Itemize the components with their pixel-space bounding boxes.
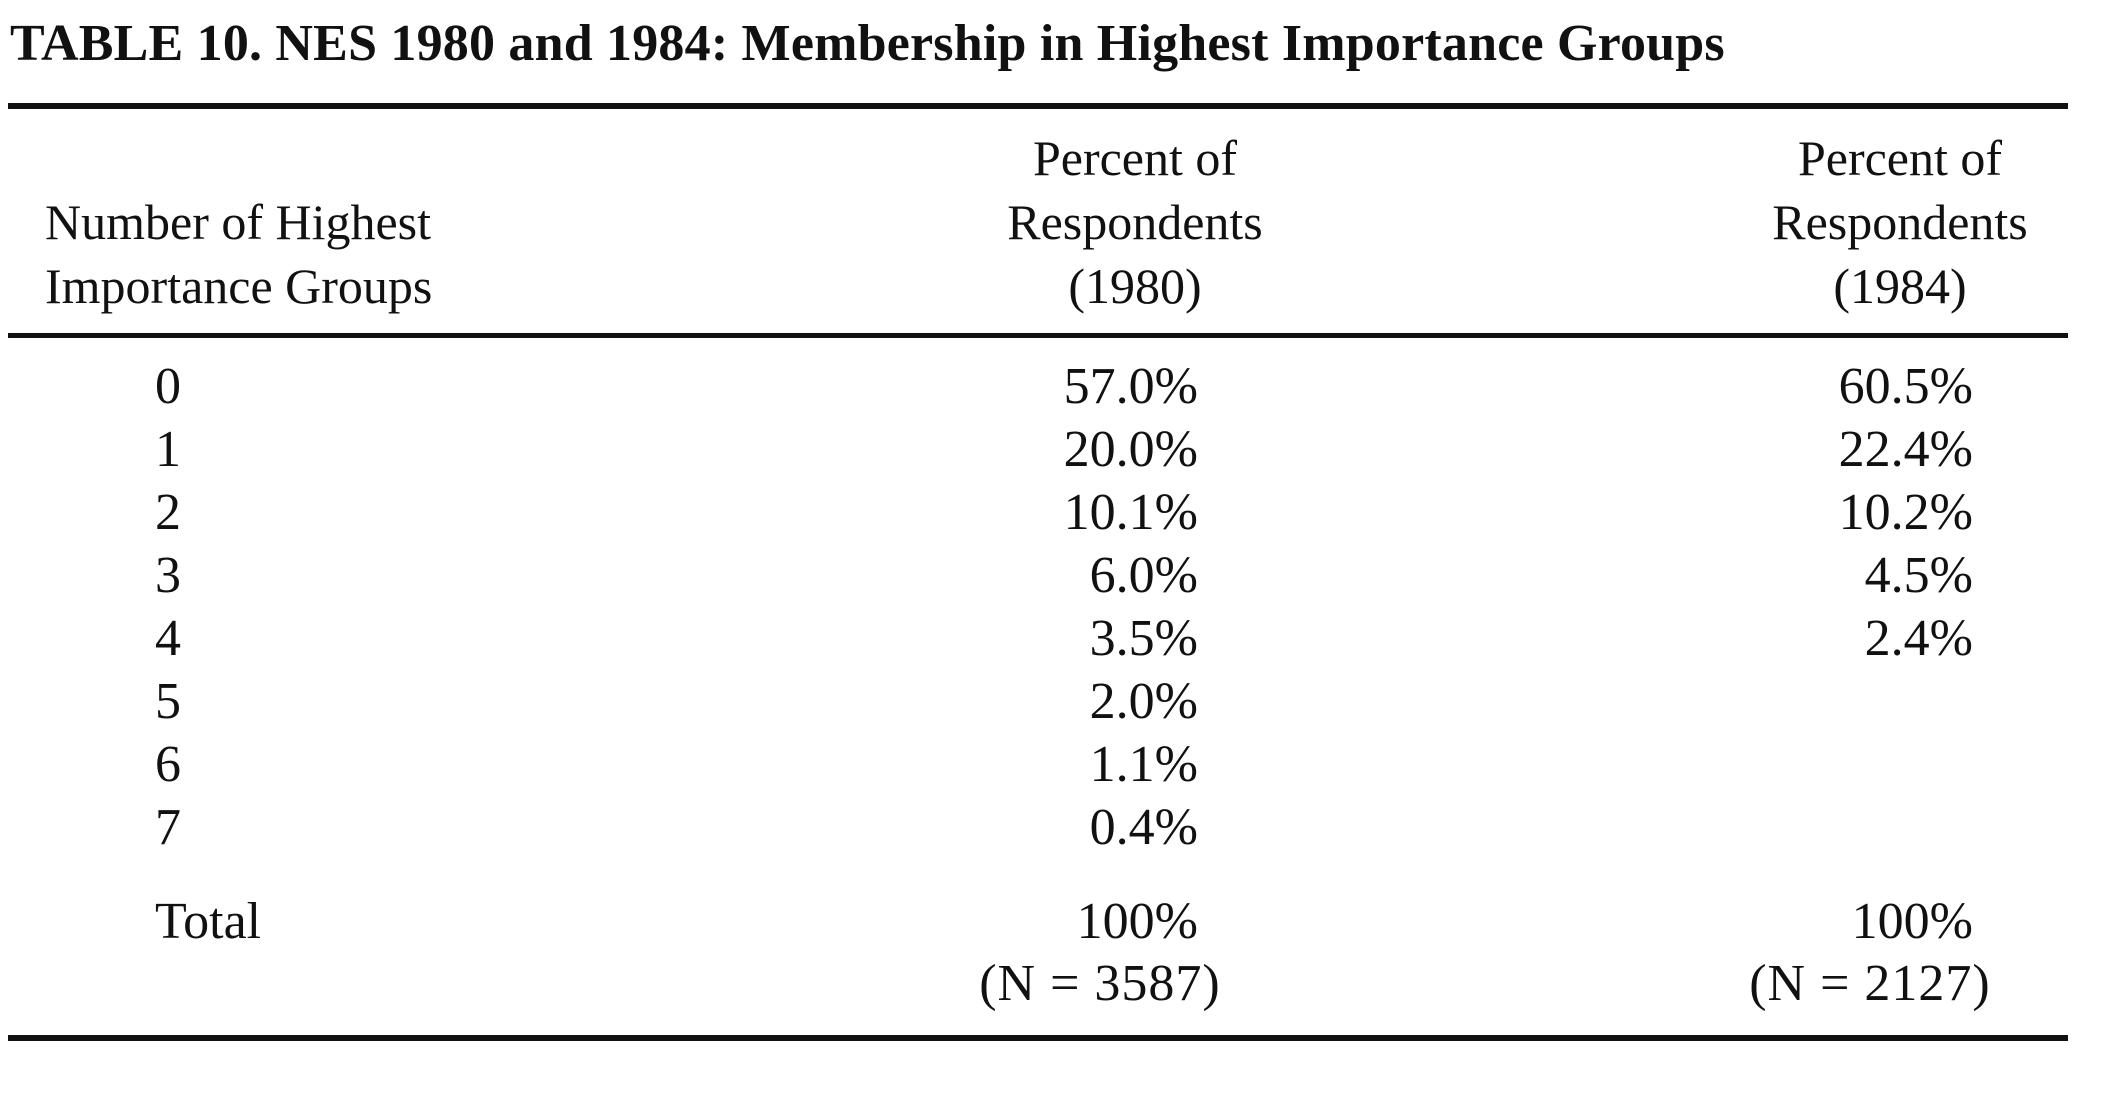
- table-row: 1 20.0% 22.4%: [0, 418, 2110, 482]
- header-percent-1980: Percent of Respondents (1980): [940, 126, 1330, 318]
- table-title: TABLE 10. NES 1980 and 1984: Membership …: [10, 15, 1725, 72]
- total-pct-1980: 100%: [1076, 893, 1198, 950]
- total-pct-1984: 100%: [1851, 893, 1973, 950]
- row-pct-1984: 60.5%: [1838, 358, 1973, 415]
- table-row: 6 1.1%: [0, 733, 2110, 797]
- header-1980-line-2: Respondents: [1007, 194, 1263, 250]
- row-pct-1984: 22.4%: [1838, 421, 1973, 478]
- sample-size-1984: (N = 2127): [1749, 955, 1991, 1012]
- header-1980-line-3: (1980): [1068, 258, 1202, 314]
- header-1980-line-1: Percent of: [1032, 130, 1238, 186]
- row-pct-1980: 6.0%: [1089, 547, 1198, 604]
- total-label: Total: [155, 893, 262, 950]
- header-1984-line-1: Percent of: [1797, 130, 2003, 186]
- table-row: 7 0.4%: [0, 796, 2110, 860]
- row-groups: 2: [155, 484, 181, 541]
- table-row: 3 6.0% 4.5%: [0, 544, 2110, 608]
- row-pct-1984: 10.2%: [1838, 484, 1973, 541]
- row-groups: 0: [155, 358, 181, 415]
- header-number-of-groups: Number of Highest Importance Groups: [45, 190, 432, 318]
- row-pct-1980: 0.4%: [1089, 799, 1198, 856]
- row-pct-1980: 2.0%: [1089, 673, 1198, 730]
- row-pct-1980: 3.5%: [1089, 610, 1198, 667]
- row-groups: 3: [155, 547, 181, 604]
- row-pct-1980: 10.1%: [1063, 484, 1198, 541]
- row-pct-1984: 2.4%: [1864, 610, 1973, 667]
- bottom-rule: [8, 1035, 2068, 1041]
- row-groups: 4: [155, 610, 181, 667]
- table-row: 4 3.5% 2.4%: [0, 607, 2110, 671]
- row-pct-1980: 1.1%: [1089, 736, 1198, 793]
- header-rule: [8, 333, 2068, 338]
- header-1984-line-3: (1984): [1833, 258, 1967, 314]
- table-row: 5 2.0%: [0, 670, 2110, 734]
- row-groups: 7: [155, 799, 181, 856]
- table-row: 2 10.1% 10.2%: [0, 481, 2110, 545]
- row-pct-1980: 57.0%: [1063, 358, 1198, 415]
- header-left-line-1: Number of Highest: [45, 194, 432, 250]
- header-left-line-2: Importance Groups: [45, 258, 433, 314]
- header-percent-1984: Percent of Respondents (1984): [1705, 126, 2095, 318]
- top-rule: [8, 103, 2068, 109]
- table-row: 0 57.0% 60.5%: [0, 355, 2110, 419]
- row-groups: 1: [155, 421, 181, 478]
- row-groups: 6: [155, 736, 181, 793]
- row-pct-1980: 20.0%: [1063, 421, 1198, 478]
- header-1984-line-2: Respondents: [1772, 194, 2028, 250]
- sample-size-1980: (N = 3587): [979, 955, 1221, 1012]
- total-row: Total 100% 100%: [0, 890, 2110, 954]
- sample-size-row: (N = 3587) (N = 2127): [0, 952, 2110, 1016]
- row-pct-1984: 4.5%: [1864, 547, 1973, 604]
- row-groups: 5: [155, 673, 181, 730]
